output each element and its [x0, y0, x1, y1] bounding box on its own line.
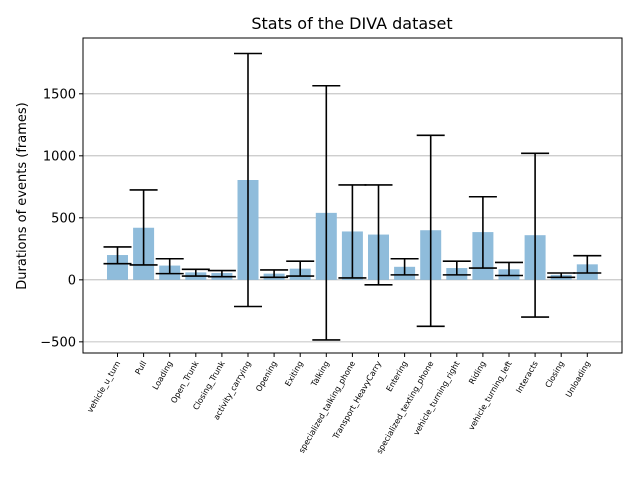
y-tick-label: 500 [51, 211, 76, 226]
error-bars [103, 52, 602, 341]
y-tick-label: 0 [68, 273, 76, 288]
bar-vehicle-u-turn [107, 255, 128, 280]
chart-title: Stats of the DIVA dataset [251, 14, 452, 33]
y-tick-label: 1000 [43, 149, 76, 164]
y-tick-label: 1500 [43, 87, 76, 102]
y-tick-label: −500 [40, 335, 76, 350]
y-axis-label: Durations of events (frames) [15, 102, 30, 289]
y-axis-ticks: −500 0 500 1000 1500 [40, 87, 83, 350]
